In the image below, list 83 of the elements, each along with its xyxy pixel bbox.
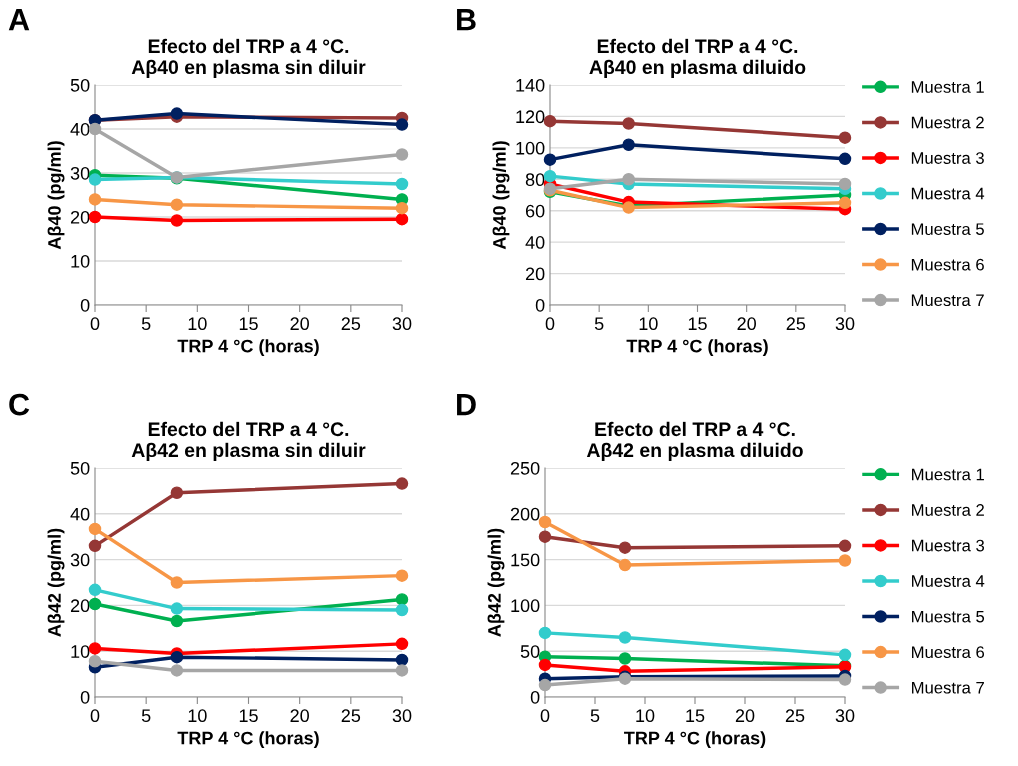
x-tick-label: 20	[737, 317, 756, 331]
x-tick-label: 15	[688, 317, 707, 331]
x-axis-title: TRP 4 °C (horas)	[177, 339, 319, 357]
chart-title: Efecto del TRP a 4 °C. Aβ40 en plasma diluido	[589, 38, 806, 78]
legend-label: Muestra 7	[912, 681, 984, 694]
legend-label: Muestra 1	[912, 468, 984, 481]
x-tick-label: 10	[639, 317, 658, 331]
y-tick-label: 120	[516, 110, 545, 124]
x-tick-label: 25	[785, 709, 805, 723]
x-tick-label: 20	[735, 709, 755, 723]
x-tick-label: 0	[90, 709, 100, 723]
chart-title: Efecto del TRP a 4 °C. Aβ40 en plasma sin diluir	[131, 38, 366, 78]
text: C	[9, 393, 30, 416]
text: B	[457, 9, 476, 31]
legend-label: Muestra 1	[911, 81, 984, 93]
y-tick-label: 140	[516, 78, 545, 92]
x-tick-label: 5	[594, 317, 604, 331]
y-tick-label: 50	[70, 461, 90, 475]
x-tick-label: 0	[545, 317, 555, 331]
x-tick-label: 25	[341, 317, 361, 331]
x-tick-label: 25	[786, 317, 806, 331]
x-tick-label: 15	[239, 317, 258, 331]
legend-label: Muestra 4	[912, 575, 985, 587]
legend-label: Muestra 6	[911, 258, 984, 271]
x-tick-label: 15	[686, 709, 705, 723]
x-axis-title: TRP 4 °C (horas)	[626, 339, 768, 357]
y-tick-label: 100	[511, 599, 540, 613]
x-tick-label: 15	[239, 709, 258, 723]
y-axis-title: Aβ42 (pg/ml)	[487, 528, 505, 637]
y-tick-label: 100	[516, 141, 545, 155]
y-tick-label: 0	[530, 690, 540, 704]
y-tick-label: 20	[525, 267, 545, 281]
y-tick-label: 30	[70, 553, 90, 567]
y-tick-label: 0	[80, 298, 90, 312]
legend-label: Muestra 4	[911, 187, 985, 200]
x-tick-label: 0	[90, 317, 100, 331]
legend-label: Muestra 2	[912, 504, 984, 516]
y-tick-label: 40	[70, 122, 90, 136]
x-tick-label: 5	[590, 709, 600, 723]
legend-label: Muestra 3	[912, 539, 985, 552]
y-tick-label: 50	[70, 78, 90, 92]
y-axis-title: Aβ40 (pg/ml)	[492, 141, 510, 250]
y-axis-title: Aβ42 (pg/ml)	[47, 528, 65, 637]
x-tick-label: 25	[341, 709, 361, 723]
y-tick-label: 20	[70, 599, 90, 613]
y-tick-label: 30	[70, 166, 90, 180]
legend-label: Muestra 2	[911, 116, 984, 129]
y-tick-label: 40	[70, 507, 90, 521]
text: D	[457, 394, 476, 416]
y-tick-label: 0	[80, 690, 90, 704]
y-tick-label: 40	[525, 236, 545, 249]
y-tick-label: 0	[535, 298, 545, 312]
x-axis-title: TRP 4 °C (horas)	[624, 731, 766, 749]
x-tick-label: 10	[188, 317, 207, 331]
x-tick-label: 10	[636, 709, 655, 723]
x-tick-label: 30	[835, 709, 855, 723]
legend-label: Muestra 5	[912, 610, 985, 623]
y-tick-label: 10	[71, 645, 90, 658]
x-tick-label: 30	[835, 317, 855, 331]
y-tick-label: 10	[71, 254, 90, 268]
legend-label: Muestra 7	[911, 294, 984, 307]
x-tick-label: 30	[392, 709, 412, 723]
y-tick-label: 150	[511, 553, 540, 567]
y-tick-label: 80	[525, 173, 545, 187]
x-tick-label: 5	[141, 317, 151, 331]
text: A	[8, 9, 30, 31]
legend-label: Muestra 3	[911, 152, 984, 164]
chart-title: Efecto del TRP a 4 °C. Aβ42 en plasma diluido	[586, 421, 803, 461]
y-tick-label: 60	[525, 204, 545, 218]
y-tick-label: 50	[520, 645, 540, 658]
legend-label: Muestra 6	[912, 646, 985, 659]
x-tick-label: 20	[290, 317, 309, 331]
x-tick-label: 20	[290, 709, 309, 723]
y-tick-label: 20	[70, 210, 90, 224]
x-tick-label: 10	[188, 709, 207, 723]
y-axis-title: Aβ40 (pg/ml)	[47, 141, 65, 250]
x-tick-label: 30	[392, 317, 412, 331]
x-tick-label: 5	[141, 709, 151, 723]
y-tick-label: 250	[510, 461, 540, 475]
x-axis-title: TRP 4 °C (horas)	[177, 731, 319, 749]
y-tick-label: 200	[510, 507, 540, 521]
legend-label: Muestra 5	[911, 223, 984, 236]
chart-title: Efecto del TRP a 4 °C. Aβ42 en plasma sin diluir	[131, 421, 366, 461]
